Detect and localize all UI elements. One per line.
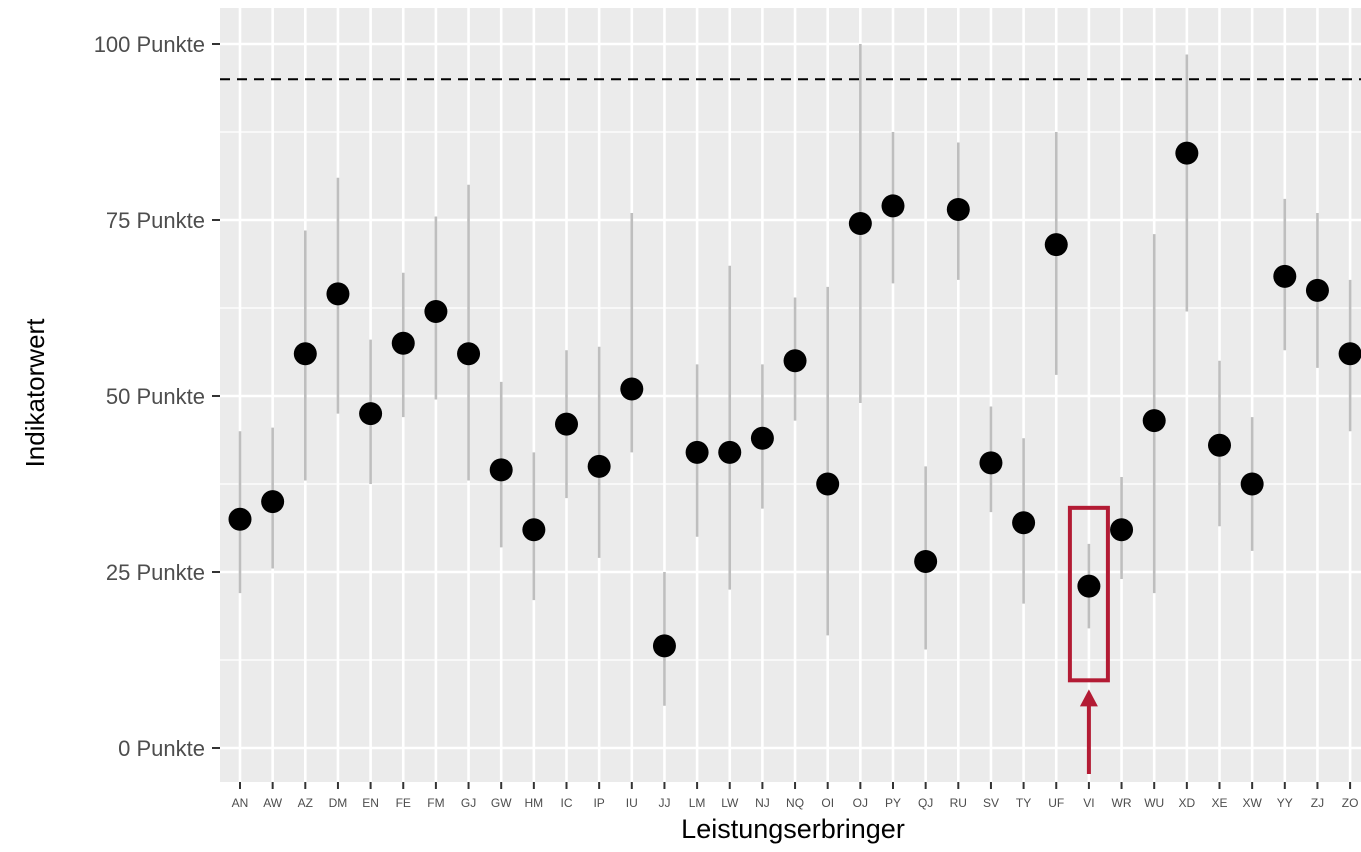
point-en xyxy=(359,402,383,426)
point-gj xyxy=(457,342,481,366)
x-tick-label: HM xyxy=(525,796,544,810)
x-tick-label: OJ xyxy=(853,796,868,810)
point-zj xyxy=(1305,278,1329,302)
point-ic xyxy=(555,412,578,436)
point-wu xyxy=(1142,409,1166,433)
x-tick-label: TY xyxy=(1016,796,1031,810)
x-tick-label: QJ xyxy=(918,796,933,810)
data-points xyxy=(228,141,1361,658)
point-xd xyxy=(1175,141,1199,165)
x-tick-label: YY xyxy=(1277,796,1293,810)
x-tick-label: WR xyxy=(1112,796,1132,810)
point-lm xyxy=(685,440,709,464)
point-oj xyxy=(848,212,872,236)
point-xe xyxy=(1208,433,1231,457)
x-tick-label: IC xyxy=(561,796,573,810)
point-oi xyxy=(816,472,840,496)
point-fe xyxy=(391,331,415,355)
point-vi xyxy=(1077,574,1101,598)
x-tick-label: EN xyxy=(362,796,379,810)
x-tick-label: LW xyxy=(721,796,739,810)
x-tick-label: DM xyxy=(329,796,348,810)
x-tick-label: FE xyxy=(396,796,411,810)
y-tick-label: 0 Punkte xyxy=(118,736,205,761)
x-tick-label: AW xyxy=(263,796,283,810)
point-ru xyxy=(946,197,970,221)
minor-gridlines xyxy=(220,131,1361,661)
point-an xyxy=(228,507,252,531)
point-az xyxy=(293,342,317,366)
highlight-annotation xyxy=(1067,505,1110,774)
x-tick-label: IP xyxy=(593,796,604,810)
point-sv xyxy=(979,451,1003,475)
point-xw xyxy=(1240,472,1264,496)
point-nq xyxy=(783,349,807,373)
point-fm xyxy=(424,300,448,324)
x-tick-label: NJ xyxy=(755,796,770,810)
x-tick-label: XW xyxy=(1242,796,1262,810)
point-ty xyxy=(1012,511,1036,535)
x-tick-label: PY xyxy=(885,796,901,810)
x-tick-label: XD xyxy=(1179,796,1196,810)
highlight-box xyxy=(1067,505,1110,683)
y-tick-label: 100 Punkte xyxy=(94,32,205,57)
point-wr xyxy=(1110,518,1134,542)
y-tick-label: 25 Punkte xyxy=(106,560,205,585)
x-tick-label: SV xyxy=(983,796,999,810)
point-py xyxy=(881,194,905,218)
point-uf xyxy=(1044,233,1068,257)
point-dm xyxy=(326,282,350,306)
point-jj xyxy=(652,634,676,658)
x-tick-label: AZ xyxy=(298,796,313,810)
point-zo xyxy=(1338,342,1361,366)
x-tick-label: GW xyxy=(491,796,512,810)
point-ip xyxy=(587,454,611,478)
point-iu xyxy=(620,377,644,401)
x-axis-title: Leistungserbringer xyxy=(681,814,905,844)
x-tick-label: LM xyxy=(689,796,706,810)
y-tick-label: 50 Punkte xyxy=(106,384,205,409)
x-tick-label: AN xyxy=(232,796,249,810)
x-tick-label: VI xyxy=(1083,796,1094,810)
x-tick-label: WU xyxy=(1144,796,1164,810)
x-axis: AN AW AZ DM EN FE FM GJ GW HM IC IP IU JJ LM LW NJ NQ OI OJ… xyxy=(232,782,1359,810)
x-tick-label: JJ xyxy=(658,796,670,810)
x-tick-label: IU xyxy=(626,796,638,810)
point-lw xyxy=(718,440,742,464)
point-nj xyxy=(750,426,774,450)
x-tick-label: NQ xyxy=(786,796,804,810)
x-tick-label: GJ xyxy=(461,796,476,810)
x-tick-label: XE xyxy=(1211,796,1227,810)
x-tick-label: FM xyxy=(427,796,444,810)
x-tick-label: RU xyxy=(950,796,967,810)
point-hm xyxy=(522,518,546,542)
point-qj xyxy=(914,549,938,573)
x-tick-label: UF xyxy=(1048,796,1064,810)
x-tick-label: OI xyxy=(821,796,834,810)
y-axis: 0 Punkte 25 Punkte 50 Punkte 75 Punkte 100 P… xyxy=(94,32,220,761)
point-yy xyxy=(1273,264,1297,288)
highlight-arrow-head xyxy=(1079,689,1098,707)
x-tick-label: ZO xyxy=(1342,796,1359,810)
x-tick-label: ZJ xyxy=(1311,796,1324,810)
y-axis-title: Indikatorwert xyxy=(20,318,50,468)
y-tick-label: 75 Punkte xyxy=(106,208,205,233)
point-gw xyxy=(489,458,513,482)
point-aw xyxy=(261,490,285,514)
